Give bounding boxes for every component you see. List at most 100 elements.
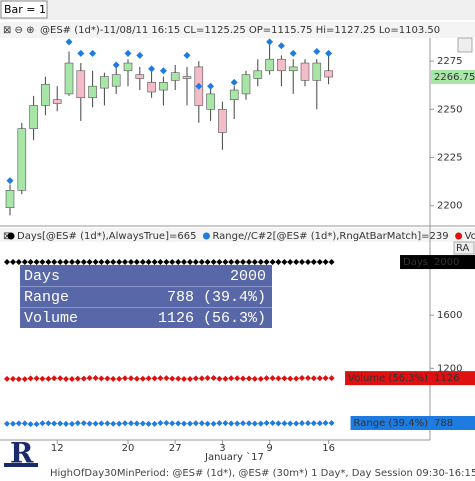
dot (234, 375, 241, 382)
header-icons[interactable]: ⊠ (3, 231, 11, 242)
dot (293, 420, 300, 427)
dot (263, 259, 270, 266)
logo-bar (4, 463, 38, 467)
x-tick-label: 9 (266, 443, 272, 454)
dot (187, 420, 193, 427)
bar-label[interactable]: Bar = 1 (4, 3, 46, 16)
price-header (0, 22, 475, 38)
table-cell: 1126 (56.3%) (158, 310, 266, 327)
dot (275, 420, 282, 427)
dot (104, 375, 111, 382)
dot (251, 420, 258, 427)
dot (104, 420, 111, 427)
footer: HighOfDay30MinPeriod: @ES# (1d*), @ES# (… (50, 468, 475, 479)
dot (187, 259, 193, 266)
high-marker (313, 47, 321, 55)
candle-body (159, 82, 168, 91)
dot (328, 420, 335, 427)
dot (257, 420, 264, 427)
close-button[interactable] (457, 37, 473, 53)
dot (281, 375, 288, 382)
header-icons[interactable]: ⊠ ⊖ ⊕ (3, 25, 35, 36)
legend-label: Range//C#2[@ES# (1d*),RngAtBarMatch]=239 (212, 231, 448, 242)
dot (122, 375, 128, 382)
dot (27, 375, 34, 382)
last-value: 2000 (434, 257, 459, 268)
dot (175, 259, 182, 266)
dot (51, 420, 58, 427)
high-marker (112, 61, 120, 69)
dot (192, 259, 199, 266)
dot (21, 259, 28, 266)
dot (246, 375, 252, 382)
last-value: 788 (434, 418, 453, 429)
y-tick-label: 2200 (437, 201, 462, 212)
dot (316, 420, 323, 427)
high-marker (6, 177, 14, 185)
dot (15, 420, 22, 427)
dot (328, 259, 335, 266)
dot (192, 375, 199, 382)
dot (163, 259, 170, 266)
dot (293, 375, 300, 382)
dot (204, 374, 211, 381)
dot (104, 259, 111, 266)
candle-body (300, 62, 310, 81)
series-name: Days (403, 257, 428, 268)
table-cell: Volume (24, 310, 78, 327)
dot (27, 421, 34, 428)
dot (139, 375, 146, 382)
dot (133, 420, 140, 427)
dot (293, 259, 300, 266)
series-name-box (345, 371, 431, 386)
last-price-box (431, 70, 475, 85)
candle-body (229, 89, 239, 100)
dot (287, 259, 294, 266)
candle-body (64, 62, 74, 95)
dot (33, 421, 40, 428)
legend-dot (7, 232, 15, 240)
candle-body (88, 85, 97, 99)
dot (57, 259, 64, 266)
dot (281, 259, 288, 266)
dot (246, 420, 252, 427)
dot (133, 259, 140, 266)
dot (269, 420, 276, 427)
dot (33, 375, 40, 382)
dot (92, 259, 99, 266)
dot (139, 420, 146, 427)
dot (15, 259, 22, 266)
candle-body (312, 62, 322, 81)
high-marker (65, 38, 73, 46)
high-marker (325, 49, 333, 57)
candle-body (52, 99, 62, 104)
bar-box[interactable] (0, 0, 48, 19)
dot (275, 375, 282, 382)
dot (63, 420, 69, 427)
y-tick-label: 2225 (437, 153, 462, 164)
dot (4, 375, 10, 382)
candle-body (265, 58, 274, 72)
series-name-box (350, 416, 431, 431)
dot (204, 259, 211, 266)
candle-body (288, 66, 298, 72)
dot (157, 420, 164, 427)
dot (69, 376, 75, 383)
dot (198, 259, 205, 266)
dot (257, 375, 264, 382)
dot (222, 375, 229, 382)
candle-body (76, 70, 86, 99)
high-marker (148, 65, 156, 73)
y-tick-label: 2250 (437, 104, 462, 115)
candle-body (135, 74, 145, 79)
x-tick-label: 16 (322, 443, 335, 454)
dot (322, 375, 329, 382)
dot (145, 259, 152, 266)
dot (86, 259, 93, 266)
dot (27, 259, 34, 266)
toolbar (0, 0, 475, 20)
dot (169, 259, 176, 266)
table-cell: 788 (39.4%) (167, 289, 266, 306)
dot (116, 375, 123, 382)
candle-body (29, 105, 38, 129)
